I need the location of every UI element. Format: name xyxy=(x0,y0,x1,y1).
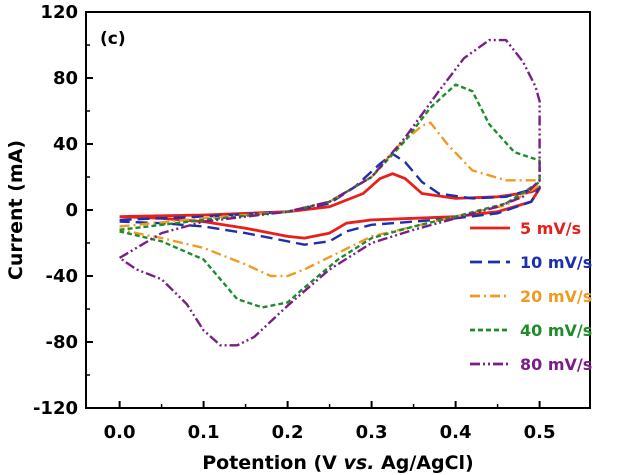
x-tick-label: 0.1 xyxy=(188,422,220,443)
y-tick-label: -120 xyxy=(33,398,78,419)
panel-label: (c) xyxy=(100,29,126,49)
x-tick-label: 0.3 xyxy=(356,422,388,443)
x-tick-label: 0.2 xyxy=(272,422,304,443)
y-axis-title: Current (mA) xyxy=(5,140,27,280)
legend-label-3: 20 mV/s xyxy=(520,287,592,306)
y-tick-label: 80 xyxy=(53,68,78,89)
axes-group: 0.0 0.1 0.2 0.3 0.4 0.5 -120 -80 -40 0 40 80 120 xyxy=(33,2,556,443)
y-tick-label: -40 xyxy=(45,266,78,287)
y-tick-label: 40 xyxy=(53,134,78,155)
series-line-2 xyxy=(119,152,541,246)
x-tick-label: 0.4 xyxy=(440,422,472,443)
legend: 5 mV/s 10 mV/s 20 mV/s 40 mV/s 80 mV/s xyxy=(470,219,592,374)
legend-label-2: 10 mV/s xyxy=(520,253,592,272)
y-tick-label: -80 xyxy=(45,332,78,353)
x-axis-title-part-2: vs. xyxy=(344,452,375,474)
curves-group xyxy=(118,38,541,347)
series-line-5 xyxy=(118,38,541,347)
plot-frame xyxy=(85,11,591,409)
y-tick-label: 120 xyxy=(40,2,78,23)
legend-label-5: 80 mV/s xyxy=(520,355,592,374)
x-axis-title-part-1: Potention (V xyxy=(202,452,343,474)
legend-label-4: 40 mV/s xyxy=(520,321,592,340)
series-line-1 xyxy=(119,172,541,240)
series-line-4 xyxy=(119,83,541,309)
x-tick-label: 0.0 xyxy=(104,422,136,443)
x-axis-title-part-3: Ag/AgCl) xyxy=(374,452,473,474)
y-tick-label: 0 xyxy=(65,200,78,221)
x-axis-title: Potention (V vs. Ag/AgCl) xyxy=(202,452,474,474)
series-line-3 xyxy=(119,121,541,278)
legend-label-1: 5 mV/s xyxy=(520,219,581,238)
x-tick-label: 0.5 xyxy=(524,422,556,443)
